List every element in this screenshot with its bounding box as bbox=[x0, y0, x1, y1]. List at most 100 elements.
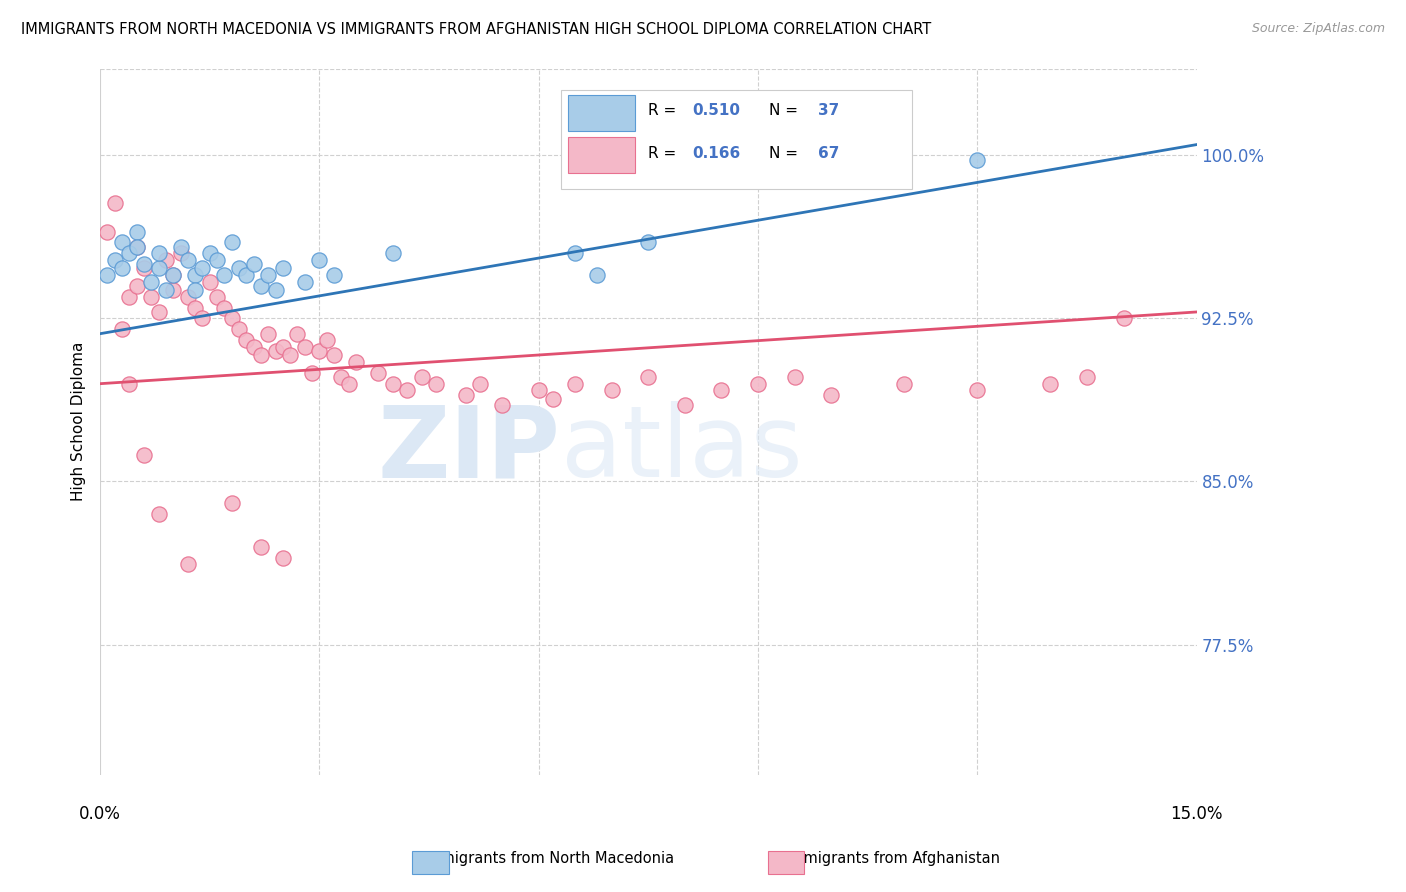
Point bbox=[214, 268, 236, 282]
Point bbox=[198, 246, 221, 260]
Point bbox=[257, 326, 280, 341]
Text: atlas: atlas bbox=[561, 401, 803, 499]
Point bbox=[637, 235, 659, 250]
Point bbox=[148, 507, 170, 521]
Point bbox=[132, 261, 155, 276]
Point bbox=[184, 301, 207, 315]
Text: Immigrants from North Macedonia: Immigrants from North Macedonia bbox=[422, 851, 675, 865]
Point bbox=[177, 290, 200, 304]
Point bbox=[132, 449, 155, 463]
Point bbox=[264, 283, 287, 297]
Text: Immigrants from Afghanistan: Immigrants from Afghanistan bbox=[786, 851, 1000, 865]
Point bbox=[271, 550, 294, 565]
Point bbox=[820, 387, 842, 401]
Text: R =: R = bbox=[648, 145, 682, 161]
Point bbox=[141, 275, 163, 289]
Point bbox=[118, 246, 141, 260]
Point bbox=[381, 246, 404, 260]
Point bbox=[308, 344, 330, 359]
Point bbox=[586, 268, 609, 282]
Text: R =: R = bbox=[648, 103, 682, 119]
Point bbox=[337, 376, 360, 391]
Point bbox=[205, 252, 228, 267]
Point bbox=[221, 311, 243, 326]
Point bbox=[162, 268, 184, 282]
Text: 15.0%: 15.0% bbox=[1170, 805, 1223, 823]
Point bbox=[294, 340, 316, 354]
Point bbox=[125, 225, 148, 239]
Point bbox=[257, 268, 280, 282]
Point bbox=[162, 268, 184, 282]
Point bbox=[294, 275, 316, 289]
Point bbox=[250, 540, 273, 554]
Point bbox=[96, 225, 118, 239]
Point bbox=[308, 252, 330, 267]
Point bbox=[205, 290, 228, 304]
Point bbox=[104, 196, 127, 211]
Point bbox=[198, 275, 221, 289]
Point bbox=[184, 283, 207, 297]
Point bbox=[191, 311, 214, 326]
Point bbox=[600, 383, 623, 397]
Text: 0.166: 0.166 bbox=[692, 145, 741, 161]
Point bbox=[162, 283, 184, 297]
Point bbox=[111, 235, 134, 250]
Point bbox=[1076, 370, 1098, 384]
Point bbox=[966, 383, 988, 397]
Point bbox=[242, 340, 264, 354]
Point bbox=[396, 383, 419, 397]
Point bbox=[141, 290, 163, 304]
Point bbox=[242, 257, 264, 271]
Point bbox=[184, 268, 207, 282]
Point bbox=[673, 399, 696, 413]
Point bbox=[1039, 376, 1062, 391]
Point bbox=[235, 268, 257, 282]
Point bbox=[250, 348, 273, 362]
Text: Source: ZipAtlas.com: Source: ZipAtlas.com bbox=[1251, 22, 1385, 36]
Point bbox=[966, 153, 988, 167]
Point bbox=[155, 252, 177, 267]
Point bbox=[235, 333, 257, 347]
Point bbox=[177, 252, 200, 267]
Point bbox=[344, 355, 367, 369]
Point bbox=[214, 301, 236, 315]
Text: IMMIGRANTS FROM NORTH MACEDONIA VS IMMIGRANTS FROM AFGHANISTAN HIGH SCHOOL DIPLO: IMMIGRANTS FROM NORTH MACEDONIA VS IMMIG… bbox=[21, 22, 931, 37]
Point bbox=[527, 383, 550, 397]
Point bbox=[177, 557, 200, 571]
Point bbox=[96, 268, 118, 282]
Point bbox=[271, 261, 294, 276]
Point bbox=[169, 240, 191, 254]
Point bbox=[564, 376, 586, 391]
Point bbox=[191, 261, 214, 276]
Point bbox=[264, 344, 287, 359]
Text: 0.0%: 0.0% bbox=[79, 805, 121, 823]
Point bbox=[454, 387, 477, 401]
Point bbox=[148, 261, 170, 276]
Point bbox=[278, 348, 301, 362]
Point bbox=[323, 348, 346, 362]
Point bbox=[155, 283, 177, 297]
Point bbox=[893, 376, 915, 391]
FancyBboxPatch shape bbox=[561, 90, 911, 188]
Point bbox=[470, 376, 492, 391]
Point bbox=[111, 261, 134, 276]
Point bbox=[301, 366, 323, 380]
Point bbox=[125, 278, 148, 293]
Point bbox=[125, 240, 148, 254]
Point bbox=[564, 246, 586, 260]
Point bbox=[221, 496, 243, 510]
Point bbox=[1112, 311, 1135, 326]
Text: ZIP: ZIP bbox=[378, 401, 561, 499]
Y-axis label: High School Diploma: High School Diploma bbox=[72, 342, 86, 501]
Point bbox=[491, 399, 513, 413]
Point bbox=[287, 326, 309, 341]
Point bbox=[367, 366, 389, 380]
Point bbox=[425, 376, 447, 391]
Point bbox=[111, 322, 134, 336]
FancyBboxPatch shape bbox=[568, 95, 636, 131]
Text: N =: N = bbox=[769, 145, 803, 161]
FancyBboxPatch shape bbox=[568, 137, 636, 173]
Point bbox=[543, 392, 565, 406]
Point bbox=[221, 235, 243, 250]
Text: 37: 37 bbox=[818, 103, 839, 119]
